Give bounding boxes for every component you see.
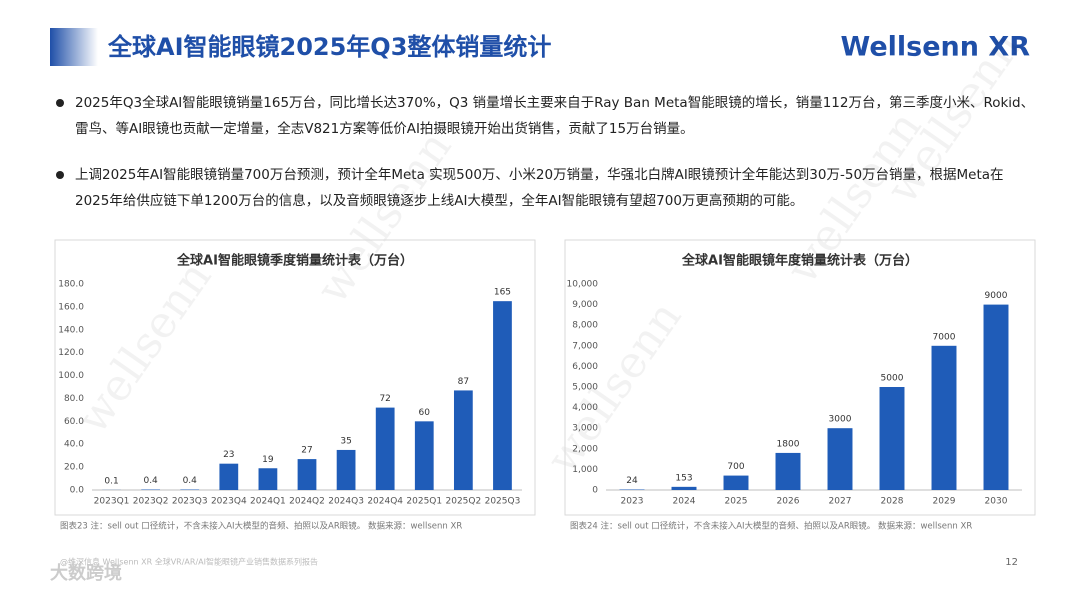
x-tick-label: 2024Q3 — [328, 497, 364, 507]
value-label: 35 — [340, 436, 351, 446]
bar — [723, 475, 749, 490]
y-tick-label: 20.0 — [64, 463, 84, 473]
bar — [493, 301, 512, 490]
bar — [453, 390, 473, 490]
y-tick-label: 140.0 — [58, 325, 84, 335]
chart-title: 全球AI智能眼镜季度销量统计表（万台） — [176, 253, 413, 269]
header-bar — [50, 28, 98, 66]
y-tick-label: 10,000 — [567, 280, 599, 290]
value-label: 19 — [262, 455, 274, 465]
value-label: 27 — [301, 446, 312, 456]
page-number: 12 — [1005, 557, 1018, 568]
value-label: 3000 — [829, 415, 852, 425]
y-tick-label: 100.0 — [58, 371, 84, 381]
bar — [671, 486, 697, 490]
bullet-text: 2025年Q3全球AI智能眼镜销量165万台，同比增长达370%，Q3 销量增长… — [75, 95, 1035, 137]
value-label: 0.4 — [183, 476, 198, 486]
watermark: wellsenn — [67, 252, 222, 443]
footer-source: @维深信息 Wellsenn XR 全球VR/AR/AI智能眼镜产业销售数据系列… — [60, 557, 318, 567]
y-tick-label: 7,000 — [572, 341, 598, 351]
x-tick-label: 2024Q2 — [289, 497, 325, 507]
x-tick-label: 2024 — [673, 497, 696, 507]
value-label: 0.1 — [104, 476, 118, 486]
bar — [983, 304, 1009, 490]
value-label: 7000 — [933, 332, 956, 342]
value-label: 23 — [223, 450, 234, 460]
y-tick-label: 180.0 — [58, 280, 84, 290]
value-label: 87 — [458, 377, 469, 387]
y-tick-label: 0 — [592, 486, 598, 496]
bar — [931, 345, 957, 490]
value-label: 24 — [626, 476, 638, 486]
logo: Wellsenn XR — [841, 32, 1031, 63]
x-tick-label: 2025Q1 — [406, 497, 442, 507]
watermark: wellsenn — [307, 122, 462, 313]
watermark: wellsenn — [537, 292, 692, 483]
chart-caption: 图表23 注：sell out 口径统计，不含未接入AI大模型的音频、拍照以及A… — [60, 521, 462, 532]
chart-caption: 图表24 注：sell out 口径统计，不含未接入AI大模型的音频、拍照以及A… — [570, 521, 972, 532]
bar — [219, 463, 239, 490]
bar — [414, 421, 434, 490]
x-tick-label: 2025Q3 — [485, 497, 521, 507]
value-label: 9000 — [985, 291, 1008, 301]
value-label: 700 — [727, 462, 744, 472]
page-title: 全球AI智能眼镜2025年Q3整体销量统计 — [107, 33, 551, 61]
bar — [297, 459, 317, 490]
x-tick-label: 2023Q1 — [94, 497, 130, 507]
value-label: 153 — [675, 473, 692, 483]
y-tick-label: 0.0 — [70, 486, 85, 496]
bar — [879, 387, 905, 490]
x-tick-label: 2030 — [985, 497, 1008, 507]
x-tick-label: 2029 — [933, 497, 956, 507]
y-tick-label: 40.0 — [64, 440, 84, 450]
bar — [375, 407, 395, 490]
y-tick-label: 4,000 — [572, 403, 598, 413]
x-tick-label: 2024Q1 — [250, 497, 286, 507]
x-tick-label: 2026 — [777, 497, 800, 507]
bar — [258, 468, 278, 490]
value-label: 1800 — [777, 439, 800, 449]
bullet-dot — [56, 171, 64, 179]
y-tick-label: 160.0 — [58, 302, 84, 312]
chart-title: 全球AI智能眼镜年度销量统计表（万台） — [681, 253, 918, 269]
x-tick-label: 2024Q4 — [367, 497, 403, 507]
x-tick-label: 2025Q2 — [446, 497, 482, 507]
y-tick-label: 5,000 — [572, 383, 598, 393]
y-tick-label: 60.0 — [64, 417, 84, 427]
y-tick-label: 9,000 — [572, 300, 598, 310]
y-tick-label: 120.0 — [58, 348, 84, 358]
value-label: 72 — [379, 394, 390, 404]
x-tick-label: 2023Q3 — [172, 497, 208, 507]
y-tick-label: 6,000 — [572, 362, 598, 372]
y-tick-label: 80.0 — [64, 394, 84, 404]
chart-frame — [564, 239, 1036, 516]
bullet-dot — [56, 99, 64, 107]
y-tick-label: 1,000 — [572, 465, 598, 475]
value-label: 60 — [419, 408, 431, 418]
x-tick-label: 2023Q2 — [133, 497, 169, 507]
x-tick-label: 2027 — [829, 497, 852, 507]
y-tick-label: 3,000 — [572, 424, 598, 434]
value-label: 0.4 — [143, 476, 158, 486]
bullet-text: 上调2025年AI智能眼镜销量700万台预测，预计全年Meta 实现500万、小… — [75, 167, 1004, 209]
chart-frame — [54, 239, 536, 516]
brand-mark: 大数跨境 — [50, 562, 122, 584]
bar — [827, 428, 853, 490]
y-tick-label: 2,000 — [572, 444, 598, 454]
x-tick-label: 2025 — [725, 497, 748, 507]
x-tick-label: 2023Q4 — [211, 497, 247, 507]
x-tick-label: 2028 — [881, 497, 904, 507]
value-label: 165 — [494, 288, 511, 298]
value-label: 5000 — [881, 374, 904, 384]
bar — [336, 449, 356, 490]
x-tick-label: 2023 — [621, 497, 644, 507]
y-tick-label: 8,000 — [572, 321, 598, 331]
bar — [775, 452, 801, 490]
